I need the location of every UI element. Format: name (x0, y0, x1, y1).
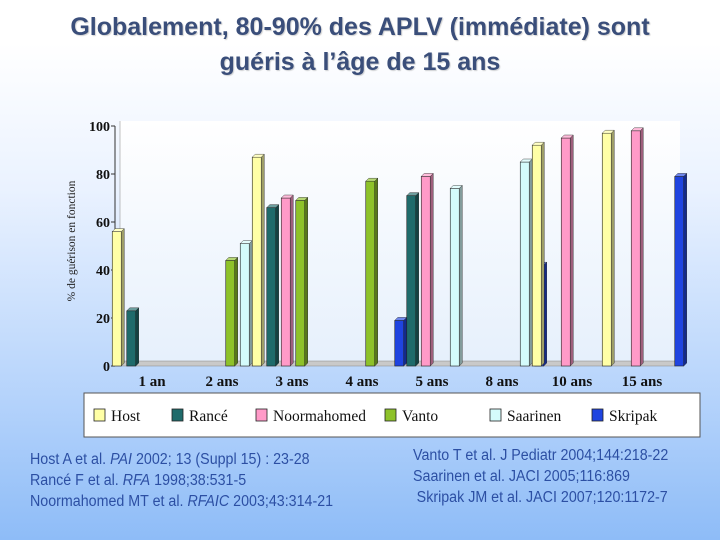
bar-vanto-2 (295, 196, 309, 367)
y-tick-label: 100 (89, 120, 110, 135)
legend-label: Saarinen (507, 408, 561, 425)
bar-ranc-2 (266, 204, 280, 367)
references-right: Vanto T et al. J Pediatr 2004;144:218-22… (413, 445, 668, 508)
bar-vanto-3 (365, 177, 379, 367)
bar-ranc-4 (406, 192, 420, 367)
bar-host-2 (251, 153, 265, 367)
bar-host-7 (601, 129, 615, 367)
y-tick-label: 80 (96, 168, 110, 183)
legend-swatch (489, 408, 502, 422)
bar-saarinen-5 (519, 158, 533, 367)
reference-noormahomed: Noormahomed MT et al. RFAIC 2003;43:314-… (30, 493, 334, 510)
legend-swatch (384, 408, 397, 422)
x-tick-label: 2 ans (206, 374, 239, 390)
bar-ranc-0 (126, 307, 140, 367)
y-tick-label: 20 (96, 312, 110, 327)
references-left: Host A et al. PAI 2002; 13 (Suppl 15) : … (30, 449, 333, 512)
reference-saarinen: Saarinen et al. JACI 2005;116:869 (413, 468, 630, 485)
legend-label: Skripak (609, 408, 657, 425)
plot-area: 0 20 40 60 80 100 % de guérison en fonction 1 a… (66, 120, 688, 390)
x-tick-label: 3 ans (276, 374, 309, 390)
x-tick-label: 5 ans (416, 374, 449, 390)
x-tick-label: 1 an (138, 374, 166, 390)
legend-swatch (171, 408, 184, 422)
x-tick-label: 4 ans (346, 374, 379, 390)
title-line-2: guéris à l’âge de 15 ans (219, 48, 501, 76)
x-tick-label: 15 ans (622, 374, 663, 390)
x-tick-label: 10 ans (552, 374, 593, 390)
bar-noormahomed-4 (420, 172, 434, 367)
bar-saarinen-1 (239, 240, 253, 367)
legend-swatch (591, 408, 604, 422)
y-tick-label: 40 (96, 264, 110, 279)
bar-noormahomed-2 (280, 194, 294, 367)
legend-swatch (93, 408, 106, 422)
bar-saarinen-4 (449, 184, 463, 367)
legend-label: Vanto (402, 408, 438, 425)
reference-host: Host A et al. PAI 2002; 13 (Suppl 15) : … (30, 451, 310, 468)
bar-skripak-3 (394, 316, 408, 367)
bar-skripak-7 (674, 172, 688, 367)
legend-label: Host (111, 408, 141, 425)
legend: Host Rancé Noormahomed Vanto Saarinen Skripak (83, 392, 701, 438)
x-tick-label: 8 ans (486, 374, 519, 390)
reference-skripak: Skripak JM et al. JACI 2007;120:1172-7 (416, 489, 668, 506)
bar-noormahomed-7 (630, 127, 644, 367)
title-line-1: Globalement, 80-90% des APLV (immédiate)… (70, 13, 650, 41)
bar-noormahomed-6 (560, 134, 574, 367)
legend-label: Rancé (189, 408, 228, 425)
legend-label: Noormahomed (273, 408, 366, 425)
slide-title: Globalement, 80-90% des APLV (immédiate)… (0, 10, 720, 80)
legend-swatch (255, 408, 268, 422)
reference-vanto: Vanto T et al. J Pediatr 2004;144:218-22 (413, 447, 669, 464)
bar-host-0 (111, 228, 125, 367)
bar-host-6 (531, 141, 545, 367)
y-tick-label: 0 (103, 360, 110, 375)
reference-rance: Rancé F et al. RFA 1998;38:531-5 (30, 472, 247, 489)
bar-vanto-1 (225, 256, 239, 367)
y-tick-label: 60 (96, 216, 110, 231)
y-axis-label: % de guérison en fonction (66, 180, 78, 301)
